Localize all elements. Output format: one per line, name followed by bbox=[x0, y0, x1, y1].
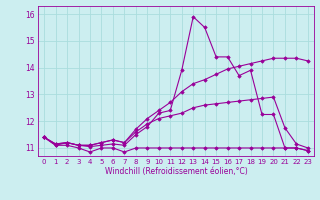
X-axis label: Windchill (Refroidissement éolien,°C): Windchill (Refroidissement éolien,°C) bbox=[105, 167, 247, 176]
